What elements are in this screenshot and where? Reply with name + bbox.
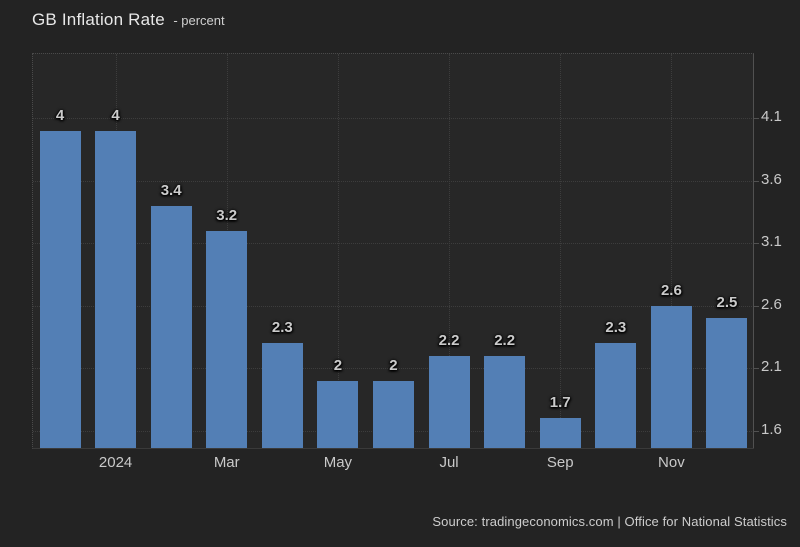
y-tick-label: 3.6 (761, 170, 782, 188)
chart-title: GB Inflation Rate (32, 10, 165, 29)
bar-value-label: 1.7 (549, 394, 571, 411)
bar-value-label: 2.5 (716, 294, 738, 311)
v-gridline (560, 54, 562, 448)
x-tick-label: Jul (439, 454, 459, 471)
bar[interactable] (484, 355, 526, 448)
bar[interactable] (650, 305, 692, 448)
x-tick-label: May (323, 454, 353, 471)
y-tick-label: 2.6 (761, 295, 782, 313)
x-tick-label: Nov (658, 454, 685, 471)
bar-value-label: 2.3 (271, 319, 293, 336)
bar-value-label: 4 (55, 106, 65, 124)
x-tick-label: Sep (546, 454, 574, 471)
y-tick-mark (754, 430, 759, 432)
bar-value-label: 2.3 (605, 319, 627, 336)
v-gridline (671, 54, 673, 448)
bar[interactable] (706, 318, 748, 448)
bar[interactable] (595, 343, 637, 448)
x-tick-label: 2024 (98, 454, 133, 471)
y-tick-mark (754, 243, 759, 244)
plot-area: 2024 Mar May Jul Sep Nov 4 4 3.4 3.2 2.3 2 2 2.2 2.2 1.… (32, 53, 759, 471)
bar[interactable] (261, 343, 303, 448)
y-tick-label: 4.1 (761, 108, 782, 125)
bar[interactable] (95, 130, 137, 448)
y-axis-line (753, 54, 754, 448)
bar-value-label: 4 (111, 106, 120, 124)
x-tick-label: Mar (213, 454, 240, 471)
bar-value-label: 3.4 (160, 181, 182, 199)
v-gridline (449, 54, 451, 448)
h-gridline (33, 305, 754, 307)
y-tick-mark (754, 368, 759, 369)
chart-header: GB Inflation Rate - percent (32, 10, 225, 30)
y-tick-mark (754, 118, 759, 119)
chart-subtitle: - percent (173, 13, 225, 28)
bar-value-label: 2 (389, 356, 398, 374)
bar[interactable] (39, 130, 81, 448)
bar[interactable] (317, 380, 359, 448)
y-tick-label: 1.6 (761, 420, 782, 438)
v-gridline (337, 54, 339, 448)
bar-value-label: 2.2 (494, 331, 516, 349)
y-tick-mark (754, 305, 759, 307)
bar[interactable] (428, 355, 470, 448)
source-attribution: Source: tradingeconomics.com | Office fo… (432, 514, 787, 529)
h-gridline (33, 118, 754, 119)
bar[interactable] (206, 230, 248, 448)
y-tick-label: 2.1 (761, 358, 782, 375)
bar-value-label: 2.2 (438, 331, 460, 349)
bar-value-label: 2 (333, 356, 343, 374)
bar-value-label: 3.2 (216, 206, 238, 224)
y-tick-mark (754, 180, 759, 182)
h-gridline (33, 243, 754, 244)
h-gridline (33, 180, 754, 182)
h-gridline (33, 368, 754, 369)
bar[interactable] (150, 205, 192, 448)
bar[interactable] (539, 418, 581, 448)
bar[interactable] (372, 380, 414, 448)
bar-value-label: 2.6 (660, 281, 682, 299)
y-tick-label: 3.1 (761, 233, 782, 250)
